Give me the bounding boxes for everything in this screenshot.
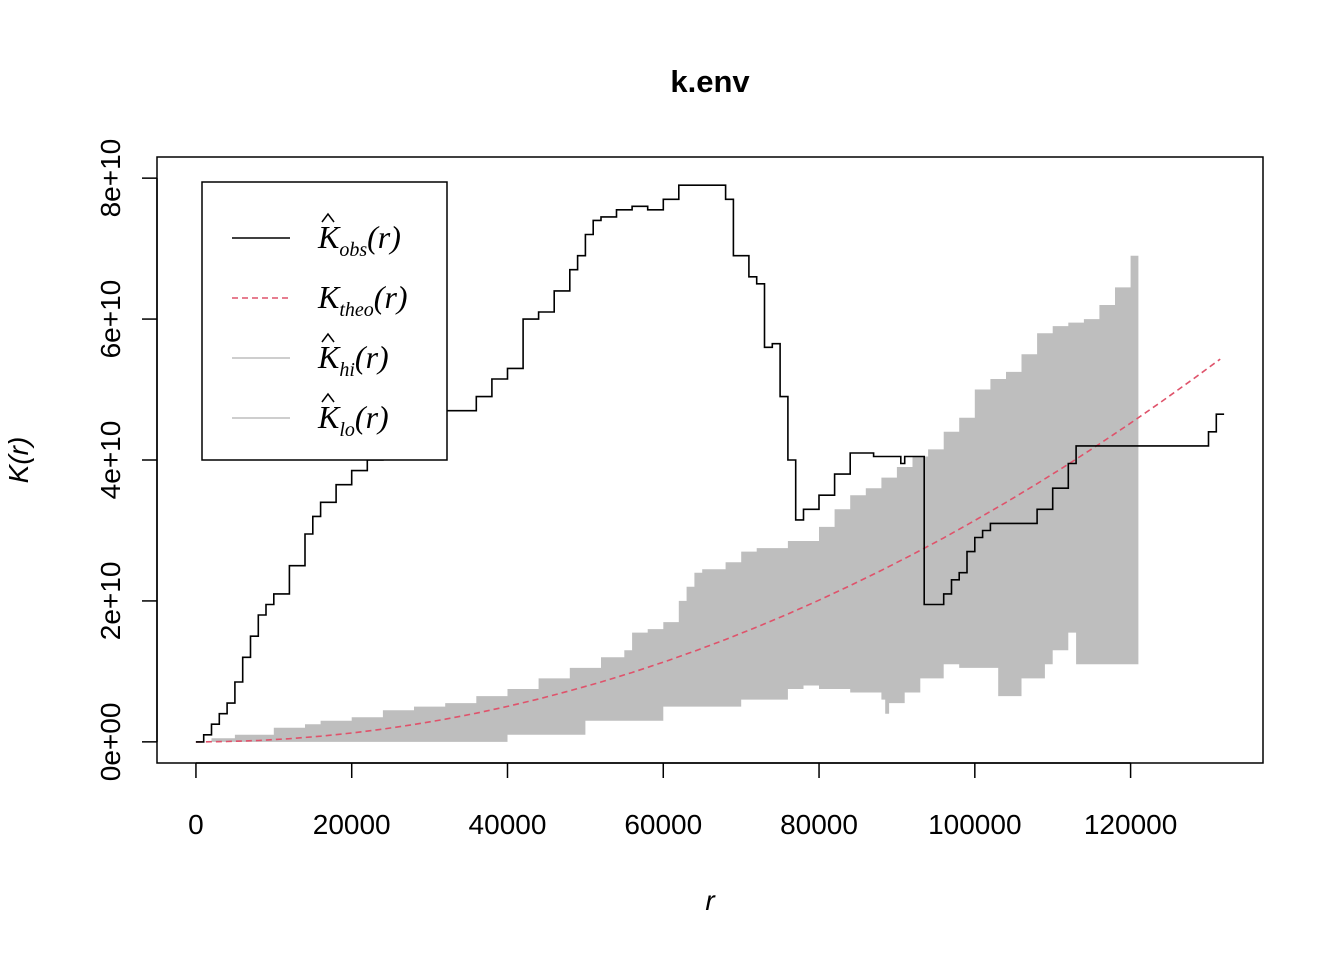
y-tick-label: 0e+00 <box>95 703 126 782</box>
x-tick-label: 20000 <box>313 809 391 840</box>
y-tick-label: 8e+10 <box>95 139 126 218</box>
envelope-band <box>195 255 1139 742</box>
legend-hat-hi <box>321 332 335 343</box>
x-tick-label: 60000 <box>624 809 702 840</box>
legend-label-hi: Khi(r) <box>317 339 389 381</box>
series-lines <box>195 184 1225 743</box>
y-tick-label: 6e+10 <box>95 280 126 359</box>
series-line-obs <box>195 184 1225 743</box>
chart-title: k.env <box>670 64 750 99</box>
legend-hat-obs <box>321 212 335 223</box>
x-tick-label: 40000 <box>469 809 547 840</box>
x-tick-label: 0 <box>188 809 204 840</box>
x-tick-label: 80000 <box>780 809 858 840</box>
envelope-area <box>195 255 1139 742</box>
y-axis-label: K(r) <box>3 437 34 484</box>
x-tick-label: 100000 <box>928 809 1021 840</box>
series-line-theo <box>195 358 1221 743</box>
legend-hat-lo <box>321 392 335 403</box>
legend-box <box>201 181 448 461</box>
legend-label-obs: Kobs(r) <box>317 219 401 261</box>
legend-label-theo: Ktheo(r) <box>317 279 408 321</box>
y-tick-label: 2e+10 <box>95 562 126 641</box>
y-axis: 0e+00 2e+10 4e+10 6e+10 8e+10 <box>95 139 158 782</box>
x-tick-label: 120000 <box>1084 809 1177 840</box>
legend: Kobs(r) Ktheo(r) Khi(r) Klo(r) <box>201 181 448 461</box>
legend-label-lo: Klo(r) <box>317 399 389 441</box>
y-tick-label: 4e+10 <box>95 421 126 500</box>
x-axis-label: r <box>705 885 716 916</box>
x-axis: 0 20000 40000 60000 80000 100000 120000 <box>188 762 1177 840</box>
